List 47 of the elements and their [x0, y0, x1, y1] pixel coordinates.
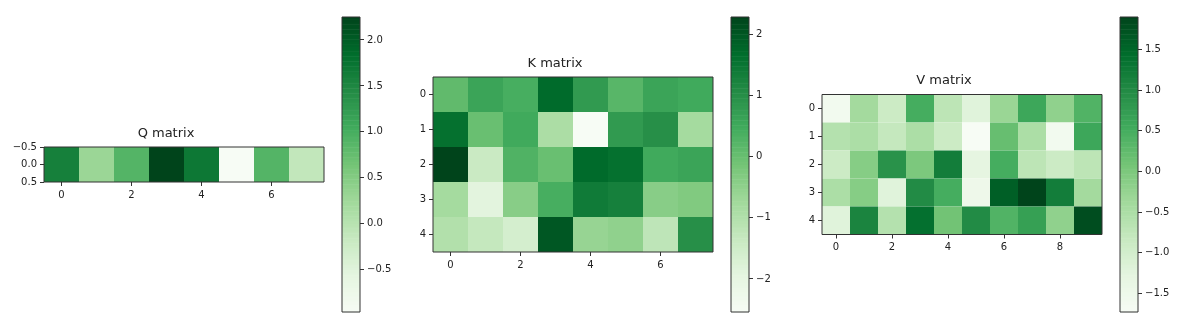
y-tick-label: 1: [808, 130, 815, 142]
y-tick-label: 4: [808, 214, 815, 226]
y-tick-label: 0: [419, 88, 426, 100]
color-bar-label: 1.0: [367, 125, 383, 137]
x-tick-label: 8: [1056, 241, 1064, 253]
x-tick-label: 4: [198, 188, 205, 200]
color-bar-label: 1.5: [367, 79, 383, 91]
color-bar-label: −1: [756, 211, 771, 223]
y-tick-label: 2: [419, 158, 426, 170]
y-tick-label: 1: [419, 123, 426, 135]
color-bar-label: 2.0: [367, 33, 383, 45]
chart-title: V matrix: [916, 72, 973, 88]
x-tick-label: 2: [517, 258, 524, 270]
x-tick-label: 2: [128, 188, 135, 200]
color-bar-label: 0.5: [367, 171, 383, 183]
x-tick-label: 6: [657, 258, 664, 270]
x-tick-label: 6: [268, 188, 275, 200]
color-bar-label: −0.5: [367, 263, 392, 275]
y-tick-label: −0.5: [12, 140, 37, 152]
color-bar-label: −2: [756, 272, 771, 284]
y-tick-label: 0.0: [21, 158, 37, 170]
color-bar-label: 0.5: [1145, 124, 1161, 136]
y-tick-label: 2: [808, 158, 815, 170]
x-tick-label: 4: [944, 241, 952, 253]
color-bar-label: 0.0: [367, 217, 383, 229]
y-tick-label: 3: [419, 193, 426, 205]
y-tick-label: 0: [808, 102, 815, 114]
x-tick-label: 4: [587, 258, 594, 270]
color-bar-label: 1: [756, 88, 763, 100]
y-tick-label: 4: [419, 228, 426, 240]
x-tick-label: 0: [832, 241, 840, 253]
color-bar-label: 2: [756, 27, 763, 39]
color-bar-label: −0.5: [1145, 205, 1170, 217]
color-bar-label: 1.5: [1145, 43, 1161, 55]
color-bar-label: 1.0: [1145, 83, 1161, 95]
x-tick-label: 0: [58, 188, 65, 200]
y-tick-label: 3: [808, 186, 815, 198]
x-tick-label: 6: [1000, 241, 1008, 253]
color-bar-label: 0.0: [1145, 165, 1161, 176]
y-tick-label: 0.5: [21, 175, 37, 187]
color-bar-label: 0: [756, 150, 763, 162]
x-tick-label: 2: [888, 241, 896, 253]
color-bar-label: −1.5: [1145, 286, 1170, 298]
chart-title: K matrix: [527, 54, 583, 70]
chart-title: Q matrix: [137, 124, 195, 140]
x-tick-label: 0: [447, 258, 454, 270]
color-bar-label: −1.0: [1145, 246, 1170, 258]
